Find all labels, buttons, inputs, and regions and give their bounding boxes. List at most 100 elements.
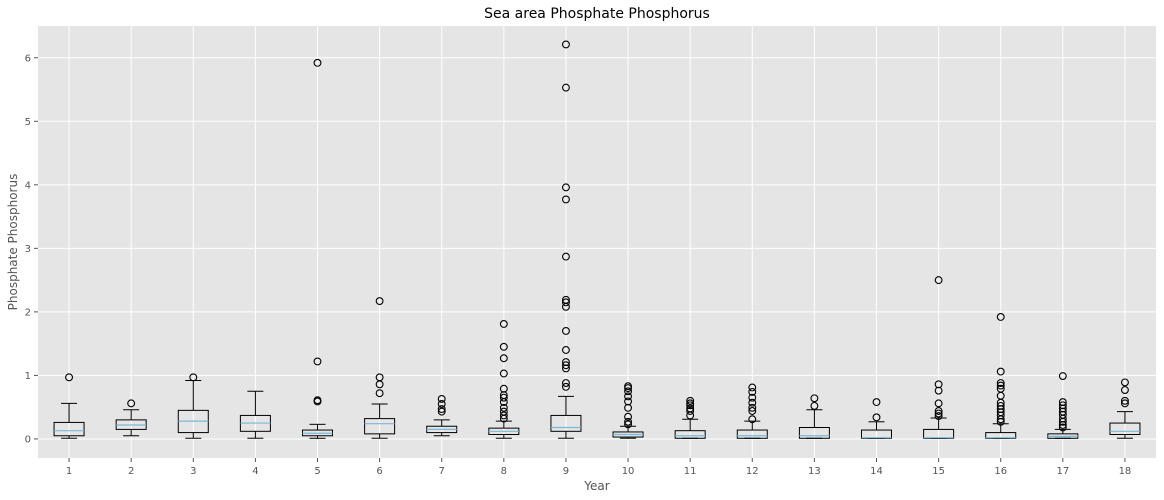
outlier-point — [561, 295, 570, 304]
x-tick-label: 2 — [128, 466, 134, 477]
outlier-point — [499, 403, 508, 412]
outlier-point — [313, 357, 322, 366]
y-tick-label: 3 — [25, 244, 31, 255]
box-plot-year-8 — [488, 320, 520, 439]
iqr-box — [861, 429, 892, 439]
x-tick-label: 6 — [376, 466, 382, 477]
outlier-point — [499, 354, 508, 363]
outlier-point — [127, 399, 136, 408]
outlier-point — [872, 398, 881, 407]
outlier-point — [561, 382, 570, 391]
outlier-point — [934, 409, 943, 418]
outlier-point — [996, 367, 1005, 376]
y-tick-label: 5 — [25, 117, 31, 128]
y-axis-label: Phosphate Phosphorus — [6, 174, 20, 311]
box-plot-year-4 — [239, 390, 271, 439]
outlier-point — [934, 399, 943, 408]
outlier-point — [624, 420, 633, 429]
iqr-box — [550, 414, 582, 432]
outlier-point — [437, 405, 446, 414]
outlier-point — [1120, 378, 1129, 387]
outlier-point — [561, 361, 570, 370]
y-tick-label: 4 — [25, 180, 31, 191]
x-tick-label: 1 — [66, 466, 72, 477]
outlier-point — [437, 394, 446, 403]
x-tick-label: 16 — [994, 466, 1007, 477]
outlier-point — [65, 373, 74, 382]
outlier-point — [1058, 372, 1067, 380]
outlier-point — [499, 407, 508, 416]
box-plot-year-9 — [550, 40, 582, 439]
outlier-point — [996, 384, 1005, 393]
outlier-point — [1058, 423, 1067, 432]
outlier-point — [313, 58, 322, 67]
x-tick-label: 10 — [622, 466, 635, 477]
box-plots — [53, 40, 1141, 439]
outlier-point — [748, 403, 757, 412]
outlier-point — [624, 397, 633, 406]
outlier-point — [375, 373, 384, 382]
iqr-box — [674, 430, 706, 439]
box-plot-year-12 — [736, 383, 768, 439]
iqr-box — [985, 432, 1017, 439]
y-tick-label: 0 — [25, 434, 31, 445]
outlier-point — [561, 40, 570, 49]
outlier-point — [561, 83, 570, 92]
box-plot-year-17 — [1047, 372, 1079, 439]
outlier-point — [996, 379, 1005, 387]
outlier-point — [561, 252, 570, 261]
outlier-point — [748, 407, 757, 415]
box-plot-year-16 — [985, 313, 1017, 439]
outlier-point — [561, 379, 570, 387]
outlier-point — [561, 195, 570, 204]
x-tick-label: 17 — [1056, 466, 1069, 477]
box-plot-year-2 — [115, 399, 147, 437]
box-plot-year-6 — [364, 297, 396, 439]
outlier-point — [748, 393, 757, 402]
outlier-point — [624, 412, 633, 421]
x-tick-label: 5 — [314, 466, 320, 477]
box-plot-year-14 — [861, 398, 892, 439]
outlier-point — [1058, 398, 1067, 407]
outlier-point — [748, 415, 757, 424]
outlier-point — [934, 380, 943, 389]
outlier-point — [810, 401, 819, 410]
iqr-box — [53, 421, 85, 437]
x-tick-label: 9 — [563, 466, 569, 477]
outlier-point — [561, 326, 570, 335]
outlier-point — [437, 400, 446, 408]
outlier-point — [686, 399, 695, 408]
outlier-point — [313, 396, 322, 405]
outlier-point — [1120, 396, 1129, 405]
x-tick-label: 11 — [684, 466, 697, 477]
outlier-point — [561, 183, 570, 192]
x-tick-label: 8 — [501, 466, 507, 477]
x-tick-label: 18 — [1119, 466, 1132, 477]
outlier-point — [499, 393, 508, 402]
x-axis-label: Year — [583, 479, 609, 493]
outlier-point — [437, 407, 446, 416]
y-tick-label: 2 — [25, 307, 31, 318]
outlier-point — [561, 346, 570, 354]
outlier-point — [810, 394, 819, 403]
chart-title: Sea area Phosphate Phosphorus — [484, 6, 710, 22]
x-tick-label: 15 — [932, 466, 945, 477]
outlier-point — [996, 401, 1005, 410]
outlier-point — [499, 342, 508, 351]
outlier-point — [748, 383, 757, 392]
box-plot-year-10 — [612, 382, 644, 439]
box-plot-year-15 — [923, 276, 955, 439]
outlier-point — [996, 313, 1005, 321]
outlier-point — [1058, 401, 1067, 410]
outlier-point — [996, 381, 1005, 390]
outlier-point — [748, 387, 757, 396]
outlier-point — [499, 411, 508, 420]
box-plot-year-7 — [426, 394, 458, 437]
x-tick-label: 3 — [190, 466, 196, 477]
outlier-point — [189, 373, 198, 382]
outlier-point — [934, 412, 943, 421]
box-plot-year-3 — [177, 373, 209, 439]
outlier-point — [499, 384, 508, 393]
x-tick-label: 4 — [252, 466, 258, 477]
